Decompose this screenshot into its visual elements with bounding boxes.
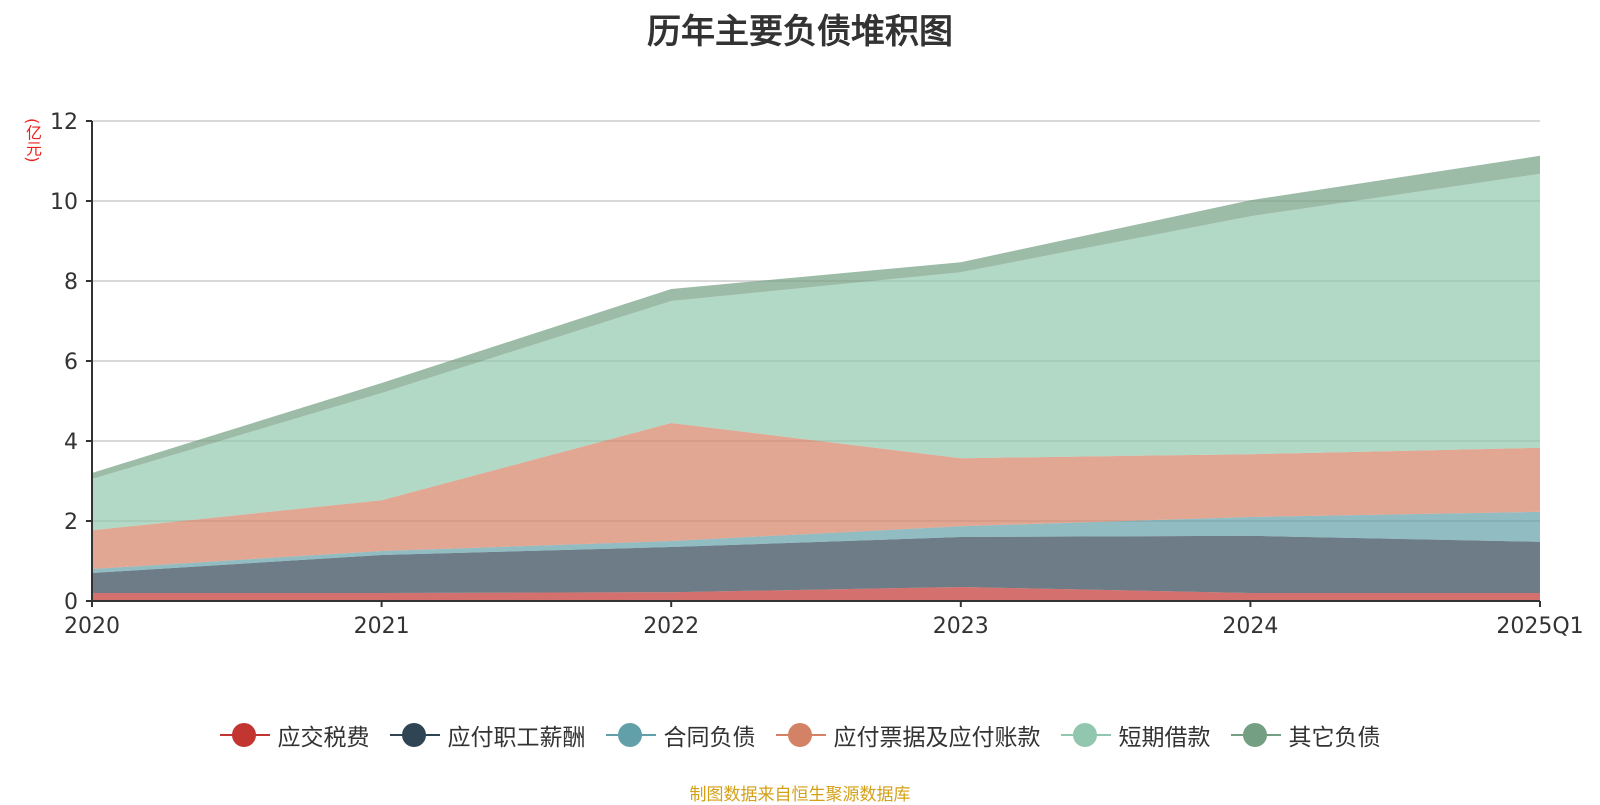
legend-item-2[interactable]: 应付职工薪酬 bbox=[389, 718, 586, 752]
area-series bbox=[92, 155, 1540, 601]
y-tick-label: 8 bbox=[64, 270, 78, 295]
x-tick-label: 2020 bbox=[64, 614, 120, 639]
legend-item-1[interactable]: 应交税费 bbox=[219, 718, 370, 752]
x-tick-label: 2024 bbox=[1222, 614, 1278, 639]
y-tick-label: 12 bbox=[50, 110, 78, 135]
legend-item-5[interactable]: 短期借款 bbox=[1060, 718, 1211, 752]
chart-title: 历年主要负债堆积图 bbox=[647, 12, 953, 52]
y-axis-unit-label: (亿元) bbox=[23, 118, 42, 163]
area-1 bbox=[92, 587, 1540, 601]
legend-label: 合同负债 bbox=[663, 725, 756, 751]
legend-marker-icon bbox=[775, 722, 826, 748]
legend-label: 短期借款 bbox=[1118, 725, 1211, 751]
legend-marker-icon bbox=[219, 722, 270, 748]
legend-item-6[interactable]: 其它负债 bbox=[1230, 718, 1381, 752]
legend-item-3[interactable]: 合同负债 bbox=[605, 718, 756, 752]
area-2 bbox=[92, 535, 1540, 593]
x-tick-label: 2025Q1 bbox=[1496, 614, 1583, 639]
legend-marker-icon bbox=[389, 722, 440, 748]
x-tick-label: 2023 bbox=[933, 614, 989, 639]
legend-label: 其它负债 bbox=[1288, 725, 1381, 751]
y-tick-label: 6 bbox=[64, 350, 78, 375]
legend-label: 应付职工薪酬 bbox=[447, 725, 586, 751]
stacked-area-chart: 0 2 4 6 8 10 12 2020 2021 2022 2023 2024 2025Q1 bbox=[50, 110, 1584, 639]
legend-item-4[interactable]: 应付票据及应付账款 bbox=[775, 718, 1041, 752]
area-4 bbox=[92, 423, 1540, 569]
legend-marker-icon bbox=[1230, 722, 1281, 748]
area-5 bbox=[92, 173, 1540, 531]
y-tick-label: 4 bbox=[64, 430, 78, 455]
legend-label: 应交税费 bbox=[277, 725, 370, 751]
y-tick-label: 10 bbox=[50, 190, 78, 215]
area-3 bbox=[92, 511, 1540, 573]
x-tick-label: 2022 bbox=[643, 614, 699, 639]
source-note: 制图数据来自恒生聚源数据库 bbox=[689, 785, 911, 805]
area-6 bbox=[92, 155, 1540, 480]
legend-marker-icon bbox=[605, 722, 656, 748]
axes: 0 2 4 6 8 10 12 2020 2021 2022 2023 2024 2025Q1 bbox=[50, 110, 1584, 639]
legend-label: 应付票据及应付账款 bbox=[833, 725, 1041, 751]
legend-marker-icon bbox=[1060, 722, 1111, 748]
y-tick-label: 2 bbox=[64, 510, 78, 535]
legend: 应交税费 应付职工薪酬 合同负债 应付票据及应付账款 短期借款 其它负债 bbox=[0, 718, 1600, 752]
x-tick-label: 2021 bbox=[354, 614, 410, 639]
y-tick-label: 0 bbox=[64, 590, 78, 615]
